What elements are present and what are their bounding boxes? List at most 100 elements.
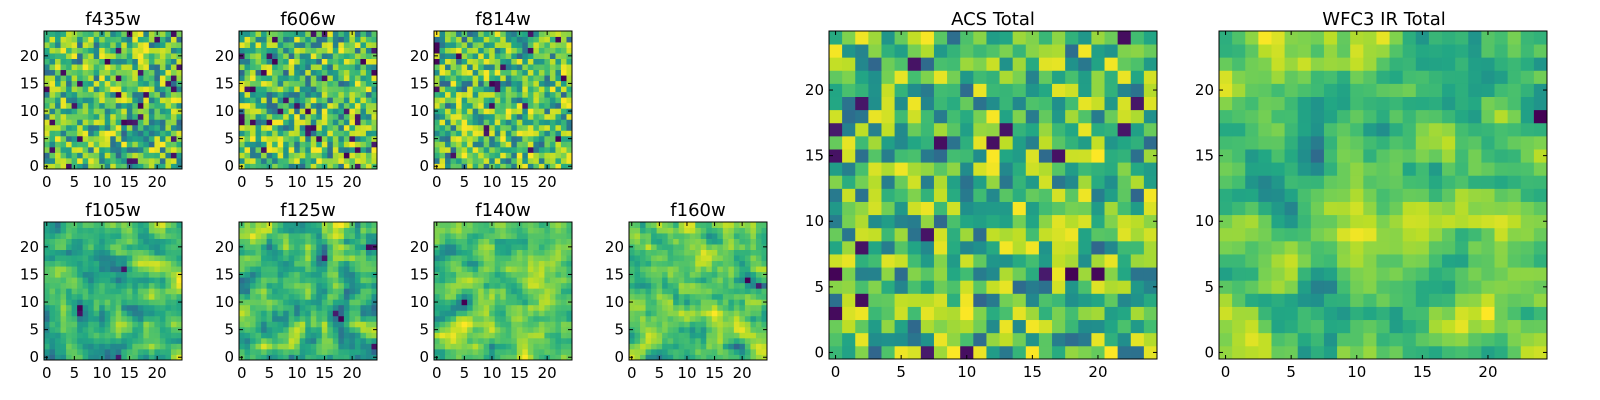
heatmap-cell xyxy=(445,282,451,289)
heatmap-cell xyxy=(283,299,290,306)
heatmap-cell xyxy=(148,135,155,142)
heatmap-cell xyxy=(88,31,95,37)
heatmap-cell xyxy=(82,343,89,350)
heatmap-cell xyxy=(360,64,367,71)
heatmap-cell xyxy=(855,227,869,242)
heatmap-cell xyxy=(143,58,150,65)
heatmap-cell xyxy=(49,299,56,306)
heatmap-cell xyxy=(1091,240,1105,255)
heatmap-cell xyxy=(478,222,485,228)
heatmap-cell xyxy=(338,157,345,164)
heatmap-cell xyxy=(467,53,474,59)
heatmap-cell xyxy=(445,58,451,65)
heatmap-cell xyxy=(99,152,106,159)
heatmap-cell xyxy=(522,108,529,115)
x-tick-label: 0 xyxy=(432,173,442,191)
heatmap-cell xyxy=(266,124,273,131)
heatmap-cell xyxy=(868,332,882,347)
heatmap-cell xyxy=(165,86,172,93)
heatmap-cell xyxy=(511,135,518,142)
y-tick-label: 10 xyxy=(410,102,429,120)
heatmap-cell xyxy=(538,53,545,59)
heatmap-cell xyxy=(99,282,106,289)
heatmap-cell xyxy=(728,277,735,284)
heatmap-cell xyxy=(121,75,128,82)
heatmap-cell xyxy=(104,130,111,137)
heatmap-cell xyxy=(154,124,161,131)
heatmap-cell xyxy=(126,233,133,239)
heatmap-cell xyxy=(55,304,61,311)
heatmap-cell xyxy=(1025,188,1040,202)
heatmap-cell xyxy=(137,288,144,295)
heatmap-cell xyxy=(472,277,479,284)
heatmap-cell xyxy=(55,321,61,328)
heatmap-cell xyxy=(239,58,245,65)
heatmap-cell xyxy=(244,299,251,306)
heatmap-cell xyxy=(288,293,295,300)
heatmap-cell xyxy=(717,337,724,344)
heatmap-cell xyxy=(467,326,474,333)
heatmap-cell xyxy=(1104,254,1119,268)
heatmap-cell xyxy=(651,255,657,262)
heatmap-cell xyxy=(489,326,496,333)
heatmap-cell xyxy=(299,97,306,104)
heatmap-cell xyxy=(305,86,312,93)
heatmap-cell xyxy=(933,306,948,321)
heatmap-cell xyxy=(266,260,273,267)
heatmap-cell xyxy=(695,266,702,273)
heatmap-cell xyxy=(137,69,144,76)
heatmap-cell xyxy=(137,321,144,328)
heatmap-cell xyxy=(1104,267,1119,281)
heatmap-cell xyxy=(544,348,551,355)
x-tick-label: 5 xyxy=(265,173,275,191)
heatmap-cell xyxy=(467,113,474,120)
heatmap-cell xyxy=(88,42,95,48)
heatmap-cell xyxy=(1052,267,1066,281)
heatmap-cell xyxy=(651,337,657,344)
heatmap-cell xyxy=(338,80,345,87)
heatmap-cell xyxy=(93,249,100,256)
heatmap-cell xyxy=(115,69,122,76)
heatmap-cell xyxy=(71,69,78,76)
heatmap-cell xyxy=(678,293,685,300)
heatmap-cell xyxy=(343,53,350,59)
heatmap-cell xyxy=(244,108,251,115)
heatmap-cell xyxy=(299,249,306,256)
heatmap-cell xyxy=(165,69,172,76)
heatmap-cell xyxy=(500,146,507,153)
heatmap-cell xyxy=(478,31,485,37)
heatmap-cell xyxy=(332,113,339,120)
heatmap-cell xyxy=(82,36,89,43)
heatmap-cell xyxy=(159,130,166,137)
plot-frame xyxy=(238,30,378,170)
heatmap-cell xyxy=(316,36,323,43)
heatmap-cell xyxy=(500,80,507,87)
heatmap-cell xyxy=(137,233,144,239)
heatmap-cell xyxy=(316,348,323,355)
heatmap-cell xyxy=(239,266,245,273)
heatmap-cell xyxy=(744,222,751,228)
heatmap-cell xyxy=(555,75,562,82)
heatmap-cell xyxy=(739,255,746,262)
heatmap-cell xyxy=(933,267,948,281)
heatmap-cell xyxy=(55,36,61,43)
heatmap-cell xyxy=(360,227,367,234)
heatmap-cell xyxy=(566,310,573,317)
heatmap-cell xyxy=(277,304,284,311)
heatmap-cell xyxy=(505,271,512,278)
heatmap-cell xyxy=(338,337,345,344)
heatmap-cell xyxy=(316,227,323,234)
heatmap-cell xyxy=(132,332,139,339)
heatmap-cell xyxy=(500,119,507,126)
heatmap-cell xyxy=(338,332,345,339)
heatmap-cell xyxy=(115,326,122,333)
y-tick-label: 15 xyxy=(20,74,39,92)
heatmap-cell xyxy=(1078,254,1092,268)
heatmap-cell xyxy=(283,86,290,93)
heatmap-cell xyxy=(483,47,490,54)
heatmap-cell xyxy=(678,260,685,267)
heatmap-cell xyxy=(82,304,89,311)
heatmap-cell xyxy=(651,299,657,306)
heatmap-cell xyxy=(44,249,50,256)
heatmap-cell xyxy=(82,135,89,142)
